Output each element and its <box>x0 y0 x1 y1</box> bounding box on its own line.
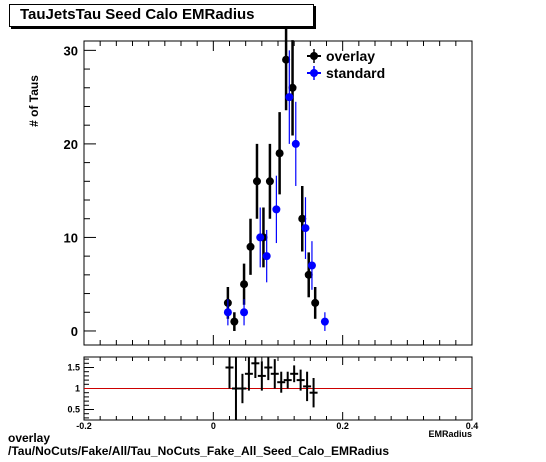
overlay-point <box>265 177 274 186</box>
series-overlay <box>223 9 320 331</box>
legend-label-overlay: overlay <box>326 48 375 64</box>
ratio-x-tick-label: 0.4 <box>466 421 479 431</box>
x-axis-label: EMRadius <box>428 429 472 439</box>
standard-point <box>262 252 271 261</box>
y-tick-label: 30 <box>64 43 78 58</box>
standard-point <box>291 139 300 148</box>
legend-label-standard: standard <box>326 65 385 81</box>
standard-point <box>301 224 310 233</box>
overlay-point <box>252 177 261 186</box>
ratio-x-tick-label: 0.2 <box>336 421 349 431</box>
standard-point <box>240 308 249 317</box>
y-tick-label: 0 <box>71 324 78 339</box>
legend-swatch-marker <box>310 52 318 60</box>
overlay-point <box>288 83 297 92</box>
ratio-x-tick-label: 0 <box>211 421 216 431</box>
overlay-point <box>275 149 284 158</box>
overlay-point <box>230 317 239 326</box>
series-standard <box>223 50 329 331</box>
ratio-y-tick-label: 0.5 <box>67 405 80 415</box>
ratio-y-tick-label: 1 <box>75 384 80 394</box>
y-tick-label: 20 <box>64 137 78 152</box>
legend-swatch-marker <box>310 69 318 77</box>
overlay-point <box>282 55 291 64</box>
chart-title: TauJetsTau Seed Calo EMRadius <box>20 6 255 23</box>
chart-title-box: TauJetsTau Seed Calo EMRadius <box>9 4 314 27</box>
overlay-point <box>298 214 307 223</box>
overlay-point <box>240 280 249 289</box>
main-plot-frame <box>83 40 473 346</box>
ratio-x-tick-label: -0.2 <box>76 421 92 431</box>
y-tick-label: 10 <box>64 230 78 245</box>
standard-point <box>285 93 294 102</box>
standard-point <box>256 233 265 242</box>
overlay-point <box>304 270 313 279</box>
footer-line-2: /Tau/NoCuts/Fake/All/Tau_NoCuts_Fake_All… <box>8 444 389 458</box>
footer-line-1: overlay <box>8 431 51 445</box>
footer-caption: overlay /Tau/NoCuts/Fake/All/Tau_NoCuts_… <box>8 432 389 458</box>
standard-point <box>307 261 316 270</box>
overlay-point <box>246 242 255 251</box>
standard-point <box>320 317 329 326</box>
standard-point <box>223 308 232 317</box>
ratio-y-tick-label: 1.5 <box>67 363 80 373</box>
y-axis-label: # of Taus <box>27 75 41 127</box>
standard-point <box>272 205 281 214</box>
overlay-point <box>311 298 320 307</box>
